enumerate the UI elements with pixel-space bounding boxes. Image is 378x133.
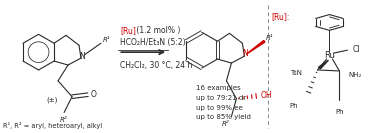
Text: R¹: R¹ [266,35,274,41]
Text: R¹, R² = aryl, heteroaryl, alkyl: R¹, R² = aryl, heteroaryl, alkyl [3,122,102,129]
Polygon shape [319,60,328,69]
Text: up to 85% yield: up to 85% yield [196,115,251,120]
Text: NH₂: NH₂ [349,72,362,78]
Polygon shape [246,40,265,54]
Text: TsN: TsN [290,70,302,76]
Text: up to 79:21 dr: up to 79:21 dr [196,95,246,101]
Text: (±): (±) [47,96,58,103]
Text: HCO₂H/Et₃N (5:2): HCO₂H/Et₃N (5:2) [120,38,186,47]
Text: (1.2 mol% ): (1.2 mol% ) [134,26,181,35]
Text: N: N [79,52,85,61]
Text: O: O [91,90,97,99]
Text: Ph: Ph [289,103,297,109]
Text: 16 examples: 16 examples [196,85,241,91]
Text: Cl: Cl [352,45,360,54]
Text: [Ru]: [Ru] [120,26,136,35]
Text: CH₂Cl₂, 30 °C, 24 h: CH₂Cl₂, 30 °C, 24 h [120,61,193,70]
Text: Ph: Ph [335,109,344,115]
Text: R²: R² [60,117,68,123]
Text: N: N [243,49,248,58]
Text: R²: R² [222,121,229,127]
Text: R¹: R¹ [103,37,110,43]
Text: up to 99% ee: up to 99% ee [196,105,243,111]
Text: OH: OH [260,91,272,100]
Text: [Ru]:: [Ru]: [272,12,290,21]
Text: Ru: Ru [324,51,335,60]
